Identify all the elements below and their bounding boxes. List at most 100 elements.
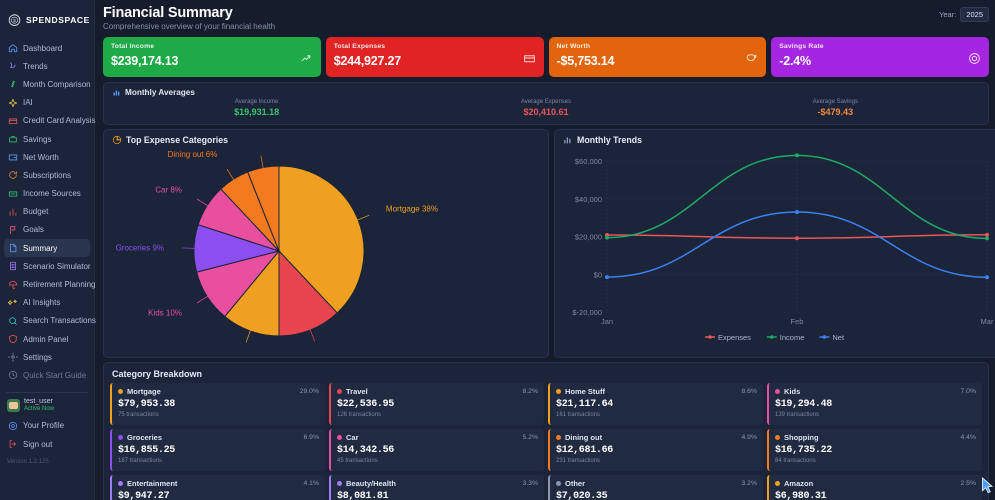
category-card[interactable]: Beauty/Health 3.3% $8,081.81 [329,475,544,500]
sidebar-item-ai-insights[interactable]: AI Insights [4,294,90,312]
kpi-value: -$5,753.14 [556,54,615,68]
year-select[interactable]: 2025 [960,7,989,22]
category-card[interactable]: Amazon 2.5% $6,980.31 [767,475,982,500]
sidebar-item-settings[interactable]: Settings [4,348,90,366]
category-amount: $8,081.81 [337,491,389,500]
sidebar-item-summary[interactable]: Summary [4,239,90,258]
category-percent: 3.2% [741,480,758,487]
coin-stack-icon: $ [8,14,21,26]
kpi-label: Net Worth [556,43,591,50]
legend-label-income[interactable]: Income [780,333,805,342]
logout-icon [9,440,16,448]
trend-point[interactable] [605,275,609,280]
sidebar-item-label: Savings [23,134,52,144]
category-card[interactable]: Car 5.2% $14,342.56 45 transactions [329,429,544,471]
sidebar-item-quick-start-guide[interactable]: Quick Start Guide [4,366,90,384]
shield-icon [9,334,17,344]
category-percent: 7.0% [960,388,977,395]
category-transactions: 231 transactions [556,458,601,464]
category-card[interactable]: Entertainment 4.1% $9,947.27 [110,475,325,500]
pie-label-dining-out: Dining out 6% [168,150,218,159]
category-amount: $14,342.56 [337,445,395,456]
ai-sparkle-icon [8,299,17,305]
trend-point[interactable] [985,236,989,241]
sidebar-item-trends[interactable]: Trends [4,57,90,75]
category-card[interactable]: Travel 8.2% $22,536.95 126 transactions [329,383,544,425]
category-percent: 6.9% [303,434,320,441]
trend-point[interactable] [985,275,989,280]
category-card[interactable]: Other 3.2% $7,020.35 [548,475,763,500]
kpi-card-total-income[interactable]: Total Income $239,174.13 [103,37,321,77]
piggy-bank-icon [746,54,757,62]
trend-point[interactable] [795,153,799,158]
wallet-icon [8,154,18,161]
user-card[interactable]: test_user Active Now [0,397,94,417]
document-icon [10,244,17,253]
sidebar-item-label: Month Comparison [23,79,91,89]
monthly-trends-chart[interactable]: $-20,000 $0 $20,000 $40,000 $60,000 Jan Feb Mar… [555,147,995,357]
pie-card-title: Top Expense Categories [126,135,229,145]
pie-chart-icon [112,135,122,145]
sidebar-item-income-sources[interactable]: Income Sources [4,185,90,203]
kpi-card-savings-rate[interactable]: Savings Rate -2.4% [771,37,989,77]
legend-label-net[interactable]: Net [832,333,845,342]
average-value: $20,410.61 [523,107,569,117]
category-name: Entertainment [127,479,178,488]
kpi-value: $239,174.13 [111,54,179,68]
sidebar-item-iai[interactable]: IAI [4,94,90,112]
category-transactions: 75 transactions [118,412,159,418]
sidebar-item-retirement-planning[interactable]: Retirement Planning [4,275,95,293]
category-card[interactable]: Mortgage 29.0% $79,953.38 75 transactions [110,383,325,425]
category-card[interactable]: Groceries 6.9% $16,855.25 187 transactions [110,429,325,471]
sidebar-item-label: Scenario Simulator [23,261,91,271]
category-name: Other [565,479,586,488]
sidebar-item-credit-card-analysis[interactable]: Credit Card Analysis [4,112,95,130]
average-label: Average Savings [812,99,858,105]
sidebar-item-your-profile[interactable]: Your Profile [4,417,90,435]
brand: $ SPENDSPACE [0,6,94,37]
category-amount: $19,294.48 [775,399,833,410]
sparkle-icon [8,98,18,107]
trend-point[interactable] [605,235,609,240]
category-percent: 8.6% [741,388,758,395]
sidebar-item-net-worth[interactable]: Net Worth [4,148,90,166]
sidebar-item-admin-panel[interactable]: Admin Panel [4,330,90,348]
credit-card-icon [523,55,535,63]
category-color-dot [118,481,123,486]
sidebar-item-month-comparison[interactable]: Month Comparison [4,75,91,93]
kpi-card-total-expenses[interactable]: Total Expenses $244,927.27 [325,37,544,77]
sidebar-item-budget[interactable]: Budget [4,203,90,221]
sidebar-item-scenario-simulator[interactable]: Scenario Simulator [4,257,91,275]
average-cell-average-savings: Average Savings -$479.43 [691,99,980,117]
legend-label-expenses[interactable]: Expenses [718,333,751,342]
expense-pie-chart[interactable]: Mortgage 38%Travel 12%Home Stuff 11%Kids… [104,134,548,364]
pie-label-mortgage: Mortgage 38% [386,205,438,214]
sidebar-item-subscriptions[interactable]: Subscriptions [4,166,90,184]
trend-point[interactable] [985,232,989,237]
trend-point[interactable] [795,209,799,214]
pie-label-travel: Travel 12% [321,354,361,355]
main-content: Financial Summary Comprehensive overview… [95,0,995,500]
sidebar-item-dashboard[interactable]: Dashboard [4,39,90,57]
category-color-dot [337,435,342,440]
average-value: -$479.43 [817,107,854,117]
sidebar-item-search-transactions[interactable]: Search Transactions [4,312,96,330]
category-card[interactable]: Kids 7.0% $19,294.48 139 transactions [767,383,982,425]
category-color-dot [775,389,780,394]
sidebar-item-sign-out[interactable]: Sign out [4,435,90,453]
trend-up-icon [301,55,310,62]
category-card[interactable]: Dining out 4.9% $12,681.66 231 transactions [548,429,763,471]
category-card[interactable]: Shopping 4.4% $16,735.22 84 transactions [767,429,982,471]
category-name: Dining out [565,433,603,442]
category-transactions: 84 transactions [775,458,816,464]
year-label: Year: [939,10,957,19]
category-name: Car [346,433,359,442]
kpi-card-net-worth[interactable]: Net Worth -$5,753.14 [548,37,767,77]
sidebar-item-savings[interactable]: Savings [4,130,90,148]
sidebar-item-goals[interactable]: Goals [4,221,90,239]
trend-point[interactable] [795,236,799,241]
category-amount: $6,980.31 [775,491,827,500]
category-card[interactable]: Home Stuff 8.6% $21,117.64 161 transactions [548,383,763,425]
category-transactions: 45 transactions [337,458,378,464]
average-cell-average-income: Average Income $19,931.18 [112,99,401,117]
